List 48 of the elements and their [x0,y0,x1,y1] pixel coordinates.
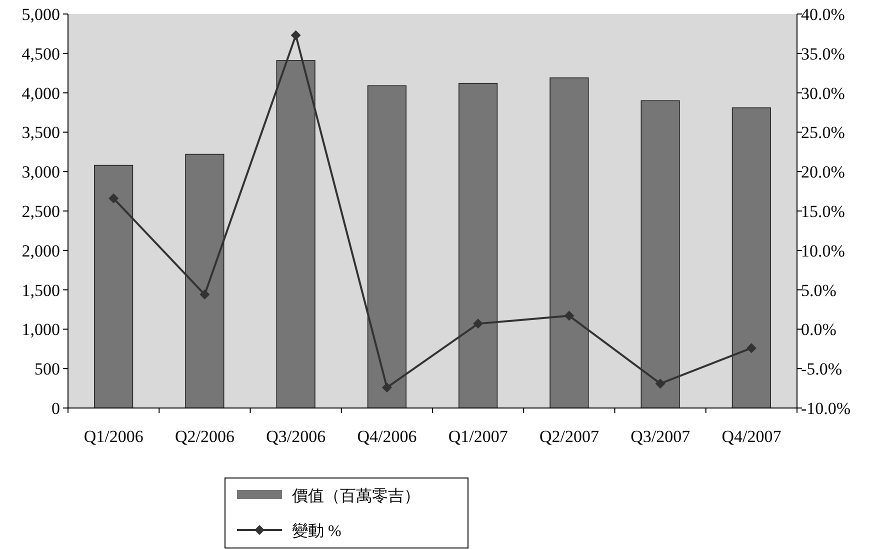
x-tick-label: Q1/2006 [84,427,144,446]
bar [94,164,134,408]
y2-tick-label: 25.0% [801,123,845,142]
y-tick-label: 2,000 [22,241,60,260]
y-tick-label: 3,500 [22,123,60,142]
bar [276,60,316,408]
bar [367,85,406,408]
y-tick-label: 1,000 [22,320,60,340]
point [200,290,210,300]
y2-tick-label: -10.0% [801,399,851,418]
x-tick-label: Q3/2006 [266,427,326,446]
y2-tick-label: 40.0% [801,5,845,24]
y2-tick-label: 30.0% [801,84,845,103]
point [473,318,484,329]
y2-tick-label: 0.0% [801,320,836,340]
point [290,30,301,40]
point [564,310,574,321]
x-tick-label: Q2/2006 [174,427,234,446]
y2-tick-label: 35.0% [801,44,845,64]
y-tick-label: 0 [52,399,60,418]
point [108,193,119,204]
y-tick-label: 2,500 [22,202,60,221]
bar [550,77,589,408]
y2-tick-label: 5.0% [801,280,836,300]
y-tick-label: 4,000 [22,84,60,103]
legend-label: 變動 % [292,522,342,540]
x-tick-label: Q4/2007 [722,427,782,446]
x-tick-label: Q3/2007 [630,427,691,446]
bar [732,107,771,408]
y-tick-label: 1,500 [22,280,60,300]
x-tick-label: Q4/2006 [357,427,417,446]
bar [185,154,224,408]
point [382,382,392,393]
y2-tick-label: 15.0% [801,202,845,221]
y-tick-label: 5,000 [22,5,60,24]
y2-tick-label: -5.0% [801,360,842,379]
x-tick-label: Q1/2007 [448,427,508,446]
y-tick-label: 4,500 [22,44,60,64]
point [655,378,666,389]
y2-tick-label: 10.0% [801,241,845,260]
point [746,343,756,354]
y-tick-label: 3,000 [22,162,60,182]
y-tick-label: 500 [34,360,60,379]
y2-tick-label: 20.0% [801,162,845,182]
bar [458,82,498,408]
legend-label: 價值（百萬零吉） [292,487,420,505]
x-tick-label: Q2/2007 [539,427,600,446]
bar [640,100,680,408]
